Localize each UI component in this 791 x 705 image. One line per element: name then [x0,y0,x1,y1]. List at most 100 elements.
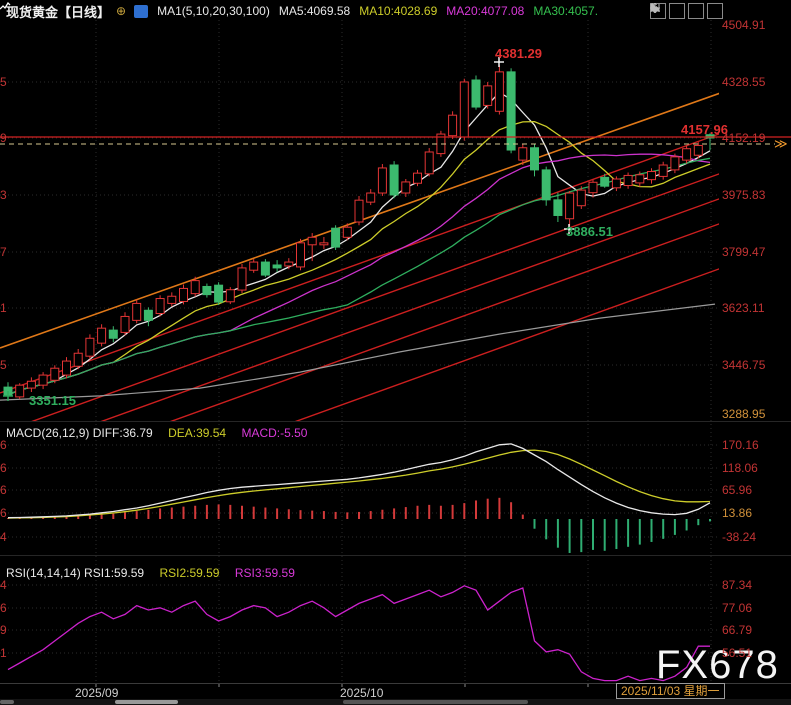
ma10-line [7,120,711,396]
candle-body [635,174,645,184]
candle-body [366,192,376,203]
add-indicator-icon[interactable]: ⊕ [116,4,127,18]
candle-body [296,242,305,268]
scrollbar-thumb[interactable] [115,700,178,704]
axis-scale-right-icon[interactable] [651,3,704,19]
macd-rsi-divider [0,555,791,556]
candle-body [319,242,329,246]
time-axis-label: 2025/10 [340,686,384,700]
main-macd-divider [0,421,791,422]
clipped-left-axis-digit: 6 [0,506,7,520]
dea-line [7,449,711,519]
clipped-left-axis-digit: 6 [0,483,7,497]
candle-body [530,147,539,171]
macd-hist-value: MACD:-5.50 [241,426,308,440]
price-axis-label: 3446.75 [722,358,766,372]
time-axis-border [0,683,791,684]
clipped-left-axis-digit: 3 [0,188,7,202]
clipped-left-axis-digit: 7 [0,245,7,259]
ma-settings-label: MA1(5,10,20,30,100) [157,4,270,18]
macd-header: MACD(26,12,9) DIFF:36.79 DEA:39.54 MACD:… [6,426,307,440]
price-axis-label: 4328.55 [722,75,766,89]
candle-body [588,181,598,194]
candle-body [413,172,422,184]
clipped-left-axis-digit: 1 [0,301,7,315]
chart-toolbar [650,3,723,19]
candle-body [260,261,270,276]
rsi-params-rsi1: RSI(14,14,14) RSI1:59.59 [6,566,145,580]
candle-body [50,367,60,381]
candle-body [284,261,294,267]
macd-axis-label: 13.86 [722,506,753,520]
diff-line [7,443,711,519]
candle-body [26,380,36,389]
chart-header: 现货黄金【日线】 ⊕ MA1(5,10,20,30,100) MA5:4069.… [0,2,719,20]
candle-body [401,181,411,194]
candle-body [518,147,528,161]
candle-body [167,295,177,304]
candle-body [354,199,364,223]
annotation-label: 3886.51 [566,224,613,239]
candle-body [389,164,399,196]
price-axis-label: 3975.83 [722,188,766,202]
candle-body [600,176,610,187]
candle-body [693,144,703,156]
annotation-label: 3351.15 [29,393,76,408]
candle-body [506,71,516,151]
clipped-left-axis-digit: 6 [0,438,7,452]
candle-body [623,174,633,187]
clipped-left-axis-digit: 6 [0,601,7,615]
price-axis-label: 4152.19 [722,131,766,145]
collapse-pane-icon[interactable] [650,3,723,19]
rsi-line [7,585,710,682]
horizontal-scrollbar[interactable] [0,699,791,705]
candle-body [553,199,563,216]
clipped-left-axis-digit: 5 [0,75,7,89]
candle-body [307,236,317,246]
candle-body [73,352,83,367]
candle-body [471,79,481,108]
rsi-axis-label: 77.06 [722,601,753,615]
rsi3-value: RSI3:59.59 [234,566,295,580]
clipped-left-axis-digit: 4 [0,530,7,544]
candle-body [377,167,387,194]
ma20-value: MA20:4077.08 [446,4,525,18]
instrument-title: 现货黄金【日线】 [6,4,111,20]
price-axis-label: 3623.11 [722,301,765,315]
macd-axis-label: 118.06 [722,461,758,475]
candlestick-chart-icon[interactable] [0,2,149,18]
candle-body [120,315,130,333]
annotation-label: 4157.96 [681,122,728,137]
candle-body [38,374,48,386]
candle-body [272,264,282,269]
candle-body [108,329,118,339]
candle-body [658,164,668,177]
rsi-axis-label: 87.34 [722,578,753,592]
macd-params-diff: MACD(26,12,9) DIFF:36.79 [6,426,153,440]
candle-body [331,227,341,248]
candle-body [190,280,200,295]
candle-body [225,289,235,303]
candle-body [214,284,224,303]
candle-body [143,309,153,321]
scrollbar-thumb[interactable] [343,700,528,704]
candle-body [682,148,692,161]
rsi2-value: RSI2:59.59 [159,566,220,580]
candle-body [459,81,469,138]
candle-body [97,327,107,344]
trendlines [0,92,719,421]
rsi-axis-label: 66.79 [722,623,753,637]
ma30-value: MA30:4057. [533,4,599,18]
candle-body [424,151,434,175]
candle-body [249,261,259,271]
candle-body [237,267,247,291]
gridlines [0,20,719,687]
macd-panel [7,443,711,553]
scrollbar-thumb[interactable] [0,700,14,704]
candle-body [541,169,551,201]
candle-body [670,156,680,171]
price-axis-label: 3799.47 [722,245,766,259]
ma100-line [0,303,716,401]
